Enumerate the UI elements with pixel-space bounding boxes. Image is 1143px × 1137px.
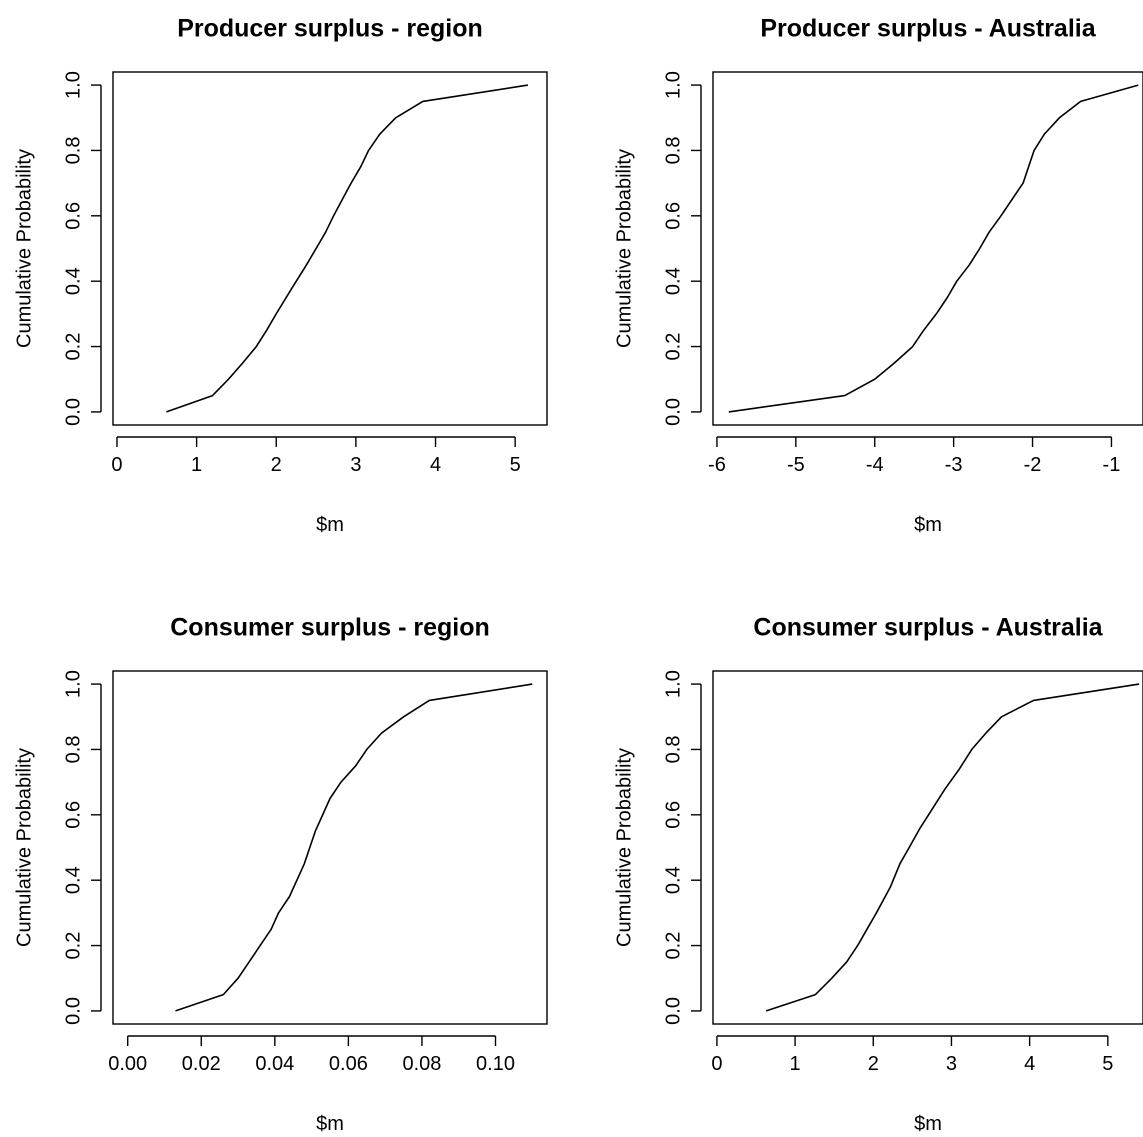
chart-panel-consumer-australia: Consumer surplus - Australia 0 1 2 3 4 5 $m 0.0 0…: [613, 614, 1143, 1135]
y-tick-label: 0.0: [662, 997, 684, 1025]
x-tick-label: 4: [430, 454, 441, 476]
plot-frame: [712, 670, 1143, 1025]
y-tick-label: 0.8: [662, 736, 684, 764]
x-tick-label: -1: [1103, 454, 1121, 476]
y-axis-label: Cumulative Probability: [613, 748, 635, 947]
y-tick-label: 0.2: [662, 333, 684, 361]
x-axis-label: $m: [316, 1113, 344, 1135]
chart-title: Consumer surplus - region: [170, 614, 489, 642]
x-tick-label: -3: [945, 454, 963, 476]
x-tick-label: 1: [191, 454, 202, 476]
x-tick-label: 4: [1024, 1053, 1035, 1075]
cdf-line: [175, 683, 533, 1012]
x-tick-label: 0.02: [182, 1053, 221, 1075]
y-tick-label: 0.0: [62, 997, 84, 1025]
x-axis-label: $m: [914, 1113, 942, 1135]
x-tick-label: 0: [111, 454, 122, 476]
plot-frame: [112, 670, 548, 1025]
x-tick-label: 0.04: [255, 1053, 294, 1075]
x-tick-label: 0.00: [108, 1053, 147, 1075]
y-tick-label: 1.0: [662, 71, 684, 99]
y-tick-label: 0.2: [662, 932, 684, 960]
cdf-line: [728, 84, 1139, 413]
y-tick-label: 0.2: [62, 932, 84, 960]
y-tick-label: 0.6: [62, 801, 84, 829]
y-tick-label: 1.0: [62, 71, 84, 99]
y-tick-label: 0.4: [662, 267, 684, 295]
y-tick-label: 0.4: [662, 866, 684, 894]
chart-panel-consumer-region: Consumer surplus - region 0.00 0.02 0.04 0.0…: [13, 614, 548, 1135]
chart-title: Consumer surplus - Australia: [753, 614, 1103, 642]
y-axis-label: Cumulative Probability: [13, 149, 35, 348]
y-tick-label: 0.0: [62, 398, 84, 426]
x-tick-label: -2: [1024, 454, 1042, 476]
x-tick-label: 5: [1102, 1053, 1113, 1075]
chart-title: Producer surplus - region: [177, 15, 483, 43]
x-tick-label: 0.10: [476, 1053, 515, 1075]
y-tick-label: 0.8: [62, 137, 84, 165]
x-tick-label: -6: [708, 454, 726, 476]
x-tick-label: 2: [271, 454, 282, 476]
x-tick-label: 3: [946, 1053, 957, 1075]
x-tick-label: 0.08: [402, 1053, 441, 1075]
chart-title: Producer surplus - Australia: [760, 15, 1096, 43]
plot-frame: [112, 71, 548, 426]
y-tick-label: 0.8: [62, 736, 84, 764]
x-tick-label: 1: [790, 1053, 801, 1075]
y-tick-label: 0.4: [62, 267, 84, 295]
x-tick-label: 2: [868, 1053, 879, 1075]
y-tick-label: 0.8: [662, 137, 684, 165]
chart-panel-producer-region: Producer surplus - region 0 1 2 3 4 5 $m 0.0 0.2 0…: [13, 15, 548, 536]
y-tick-label: 0.0: [662, 398, 684, 426]
y-axis-label: Cumulative Probability: [13, 748, 35, 947]
x-axis-label: $m: [914, 514, 942, 536]
x-tick-label: 0.06: [329, 1053, 368, 1075]
y-tick-label: 0.6: [62, 202, 84, 230]
y-tick-label: 0.4: [62, 866, 84, 894]
y-tick-label: 0.6: [662, 801, 684, 829]
y-tick-label: 0.6: [662, 202, 684, 230]
y-axis-label: Cumulative Probability: [613, 149, 635, 348]
y-tick-label: 1.0: [62, 670, 84, 698]
plot-frame: [712, 71, 1143, 426]
y-tick-label: 0.2: [62, 333, 84, 361]
x-axis-label: $m: [316, 514, 344, 536]
cdf-line: [166, 84, 529, 413]
cdf-line: [765, 683, 1140, 1012]
x-tick-label: 0: [711, 1053, 722, 1075]
x-tick-label: -5: [787, 454, 805, 476]
x-tick-label: 3: [350, 454, 361, 476]
y-tick-label: 1.0: [662, 670, 684, 698]
x-tick-label: -4: [866, 454, 884, 476]
x-tick-label: 5: [510, 454, 521, 476]
chart-panel-producer-australia: Producer surplus - Australia -6 -5 -4 -3 -2 -1…: [613, 15, 1143, 536]
